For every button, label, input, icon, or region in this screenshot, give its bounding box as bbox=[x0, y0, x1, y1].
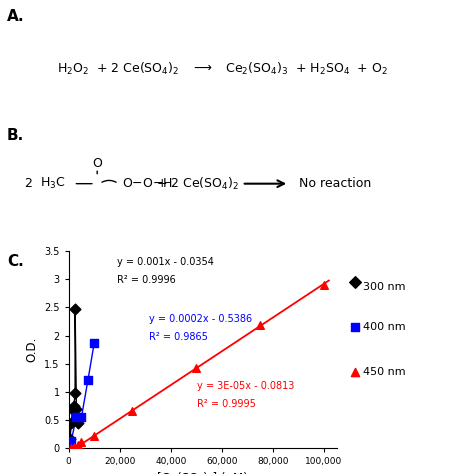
Point bbox=[73, 405, 80, 412]
Text: R² = 0.9996: R² = 0.9996 bbox=[117, 275, 176, 285]
Text: O: O bbox=[92, 157, 102, 170]
Point bbox=[91, 432, 98, 439]
Text: y = 0.0002x - 0.5386: y = 0.0002x - 0.5386 bbox=[149, 314, 252, 324]
Text: C.: C. bbox=[7, 254, 24, 269]
Text: No reaction: No reaction bbox=[299, 177, 371, 190]
Y-axis label: O.D.: O.D. bbox=[26, 337, 39, 362]
Text: + 2 Ce(SO$_4$)$_2$: + 2 Ce(SO$_4$)$_2$ bbox=[156, 176, 239, 191]
Text: y = 3E-05x - 0.0813: y = 3E-05x - 0.0813 bbox=[197, 381, 295, 391]
Text: B.: B. bbox=[7, 128, 24, 143]
Text: 400 nm: 400 nm bbox=[363, 322, 405, 332]
Text: R² = 0.9865: R² = 0.9865 bbox=[149, 332, 208, 342]
Point bbox=[70, 402, 78, 410]
Point bbox=[67, 437, 75, 445]
Point bbox=[74, 441, 82, 448]
Point bbox=[73, 413, 80, 421]
Text: H$_2$O$_2$  + 2 Ce(SO$_4$)$_2$   $\longrightarrow$   Ce$_2$(SO$_4$)$_3$  + H$_2$: H$_2$O$_2$ + 2 Ce(SO$_4$)$_2$ $\longrigh… bbox=[57, 61, 388, 77]
Point bbox=[69, 406, 76, 413]
Text: 2: 2 bbox=[24, 177, 32, 190]
Text: R² = 0.9995: R² = 0.9995 bbox=[197, 399, 256, 409]
Point bbox=[67, 444, 75, 452]
Point bbox=[78, 438, 85, 446]
Point bbox=[129, 408, 137, 415]
Text: O$-$O$-$H: O$-$O$-$H bbox=[122, 177, 173, 190]
Point bbox=[71, 390, 79, 397]
Point bbox=[192, 365, 200, 372]
X-axis label: [Ce(SO₄)₂] (μM): [Ce(SO₄)₂] (μM) bbox=[157, 472, 248, 474]
Point bbox=[67, 419, 75, 427]
Point bbox=[84, 377, 91, 384]
Point bbox=[78, 413, 85, 421]
Text: H$_3$C: H$_3$C bbox=[40, 176, 66, 191]
Point bbox=[71, 305, 79, 313]
Point bbox=[320, 281, 328, 289]
Text: y = 0.001x - 0.0354: y = 0.001x - 0.0354 bbox=[117, 257, 214, 267]
Point bbox=[66, 436, 74, 443]
Point bbox=[91, 339, 98, 346]
Point bbox=[256, 322, 264, 329]
Text: A.: A. bbox=[7, 9, 25, 25]
Text: 450 nm: 450 nm bbox=[363, 367, 405, 377]
Point bbox=[70, 443, 78, 451]
Point bbox=[74, 419, 82, 427]
Text: 300 nm: 300 nm bbox=[363, 282, 405, 292]
